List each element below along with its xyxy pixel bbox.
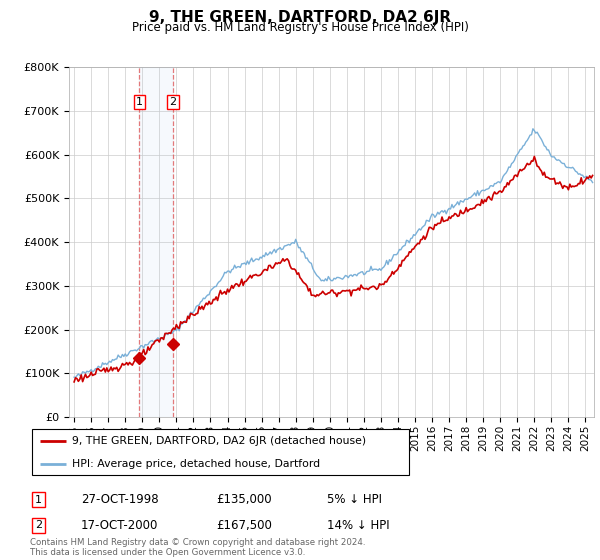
Text: Price paid vs. HM Land Registry's House Price Index (HPI): Price paid vs. HM Land Registry's House … [131,21,469,34]
Text: 27-OCT-1998: 27-OCT-1998 [81,493,158,506]
Text: 5% ↓ HPI: 5% ↓ HPI [327,493,382,506]
Text: 17-OCT-2000: 17-OCT-2000 [81,519,158,532]
Text: 14% ↓ HPI: 14% ↓ HPI [327,519,389,532]
Text: £167,500: £167,500 [216,519,272,532]
Text: 9, THE GREEN, DARTFORD, DA2 6JR (detached house): 9, THE GREEN, DARTFORD, DA2 6JR (detache… [72,436,366,446]
Text: Contains HM Land Registry data © Crown copyright and database right 2024.
This d: Contains HM Land Registry data © Crown c… [30,538,365,557]
Text: 1: 1 [35,494,42,505]
Text: £135,000: £135,000 [216,493,272,506]
Text: 2: 2 [169,97,176,107]
FancyBboxPatch shape [32,430,409,475]
Bar [139,67,173,417]
Text: HPI: Average price, detached house, Dartford: HPI: Average price, detached house, Dart… [72,459,320,469]
Text: 9, THE GREEN, DARTFORD, DA2 6JR: 9, THE GREEN, DARTFORD, DA2 6JR [149,10,451,25]
Text: 1: 1 [136,97,143,107]
Text: 2: 2 [35,520,42,530]
